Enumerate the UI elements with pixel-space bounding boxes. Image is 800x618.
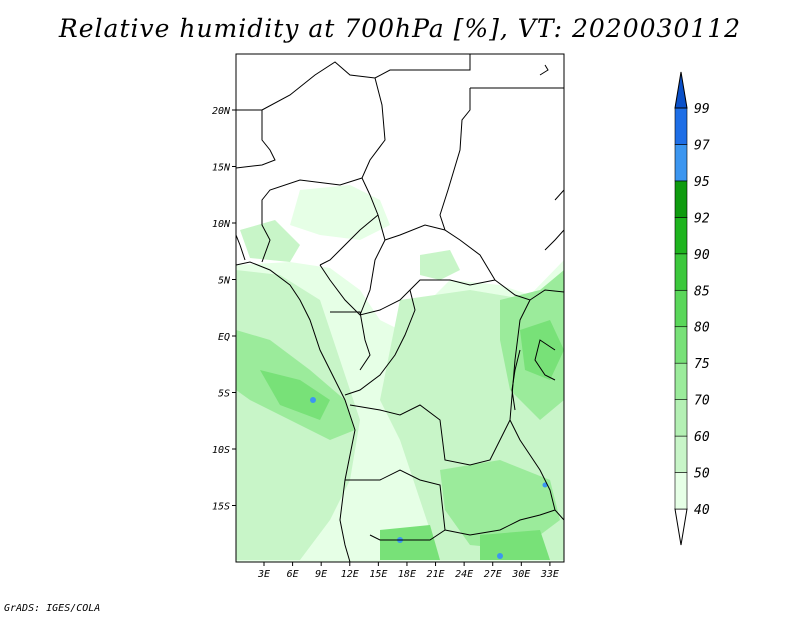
- colorbar-label: 99: [694, 102, 710, 117]
- map-title: Relative humidity at 700hPa [%], VT: 202…: [58, 14, 742, 43]
- colorbar: 40 50 60 70 75 80 85 90 92 95 97 99: [674, 71, 710, 546]
- lon-tick-label: 33E: [540, 569, 559, 580]
- lat-tick-label: 10S: [212, 445, 230, 456]
- colorbar-segment: [674, 217, 688, 255]
- colorbar-segment: [674, 180, 688, 218]
- colorbar-segment: [674, 289, 688, 328]
- colorbar-segment: [674, 399, 688, 437]
- lon-tick-label: 6E: [287, 569, 299, 580]
- colorbar-segment: [674, 144, 688, 182]
- colorbar-label: 95: [694, 175, 710, 190]
- colorbar-label: 97: [694, 138, 710, 153]
- colorbar-segment: [674, 472, 688, 510]
- lat-tick-label: 15N: [212, 163, 231, 174]
- longitude-axis: 3E 6E 9E 12E 15E 18E 21E 24E 27E 30E 33E: [257, 562, 559, 580]
- country-borders: [236, 54, 564, 562]
- humidity-field: [236, 185, 564, 562]
- lat-tick-label: 5S: [218, 389, 230, 400]
- lat-tick-label: 5N: [218, 276, 231, 287]
- colorbar-segment: [674, 362, 688, 400]
- lon-tick-label: 30E: [511, 569, 530, 580]
- credit-label: GrADS: IGES/COLA: [4, 603, 101, 614]
- lon-tick-label: 3E: [257, 569, 270, 580]
- lon-tick-label: 27E: [484, 569, 502, 580]
- colorbar-label: 70: [694, 394, 710, 409]
- lat-tick-label: 15S: [212, 502, 230, 513]
- colorbar-label: 50: [694, 467, 710, 482]
- lon-tick-label: 12E: [341, 569, 359, 580]
- lon-tick-label: 9E: [315, 569, 327, 580]
- lat-tick-label: 20N: [212, 106, 231, 117]
- colorbar-lower-extension: [674, 508, 688, 546]
- colorbar-label: 75: [694, 357, 710, 372]
- lon-tick-label: 15E: [369, 569, 387, 580]
- lon-tick-label: 21E: [427, 569, 445, 580]
- colorbar-label: 92: [694, 211, 710, 226]
- lat-tick-label: 10N: [212, 219, 231, 230]
- colorbar-label: 90: [694, 248, 710, 263]
- colorbar-segment: [674, 253, 688, 291]
- colorbar-label: 40: [694, 503, 710, 518]
- colorbar-segment: [674, 435, 688, 473]
- colorbar-segment: [674, 107, 688, 145]
- lat-tick-label: EQ: [218, 332, 230, 343]
- lon-tick-label: 18E: [398, 569, 416, 580]
- colorbar-label: 80: [694, 321, 710, 336]
- colorbar-label: 60: [694, 430, 710, 445]
- lon-tick-label: 24E: [455, 569, 473, 580]
- colorbar-segment: [674, 326, 688, 364]
- colorbar-upper-extension: [674, 71, 688, 109]
- map-frame: [235, 53, 565, 563]
- latitude-axis: 20N 15N 10N 5N EQ 5S 10S 15S: [212, 106, 236, 513]
- colorbar-label: 85: [694, 284, 710, 299]
